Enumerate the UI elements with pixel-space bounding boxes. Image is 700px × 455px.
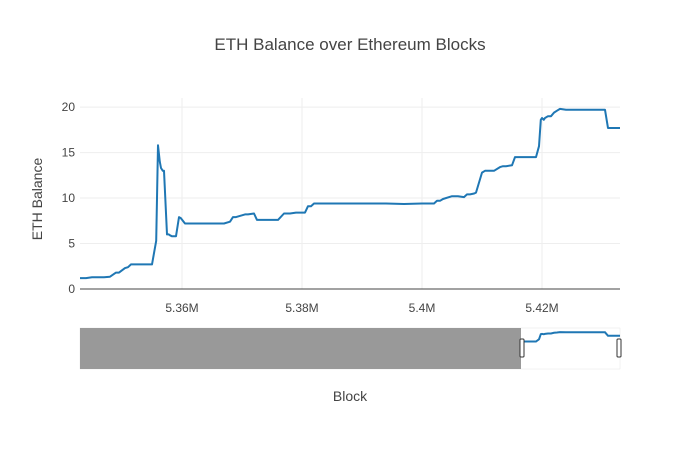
x-axis-title: Block (333, 388, 368, 404)
y-axis: 0 5 10 15 20 (62, 100, 76, 296)
chart-title: ETH Balance over Ethereum Blocks (214, 35, 485, 54)
x-axis: 5.36M 5.38M 5.4M 5.42M (165, 301, 558, 315)
y-tick-label: 20 (62, 100, 76, 114)
y-tick-label: 15 (62, 146, 76, 160)
y-tick-label: 5 (68, 237, 75, 251)
x-tick-label: 5.4M (409, 301, 436, 315)
y-tick-label: 10 (62, 191, 76, 205)
range-slider[interactable] (79, 327, 622, 370)
x-tick-label: 5.38M (285, 301, 318, 315)
y-tick-label: 0 (68, 282, 75, 296)
range-slider-handle-right[interactable] (616, 338, 622, 358)
range-slider-mask-left (80, 328, 521, 369)
x-tick-label: 5.36M (165, 301, 198, 315)
series-line (80, 107, 620, 280)
x-tick-label: 5.42M (525, 301, 558, 315)
range-slider-handle-left[interactable] (519, 338, 525, 358)
y-axis-title: ETH Balance (29, 158, 45, 241)
plot-area (80, 107, 620, 290)
grid (80, 98, 620, 289)
